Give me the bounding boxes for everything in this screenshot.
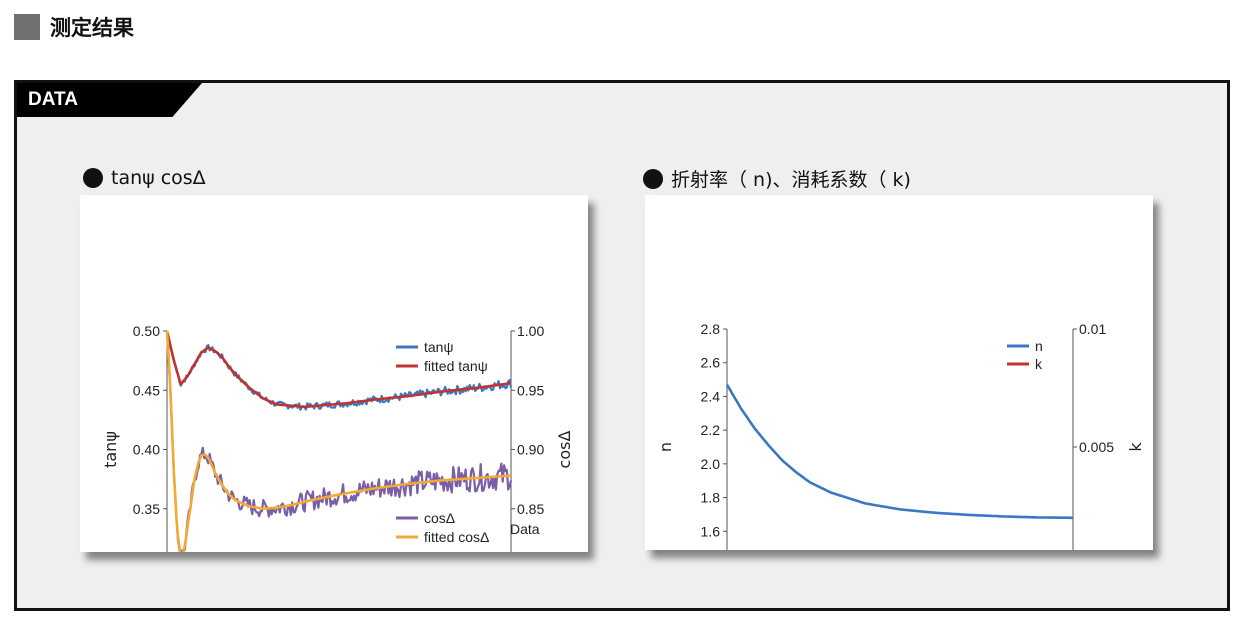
series-line-3	[165, 330, 512, 552]
title-marker-icon	[14, 14, 40, 40]
y-tick-label: 0.45	[133, 382, 160, 398]
y-tick-label: 1.6	[701, 523, 721, 539]
y-axis-label: tanψ	[101, 431, 120, 468]
page-title: 测定结果	[50, 16, 134, 40]
bullet-icon	[83, 168, 103, 188]
chart2-title: 折射率（ n)、消耗系数（ k)	[671, 169, 911, 191]
legend-label: cosΔ	[424, 510, 455, 526]
y-tick-label: 2.0	[701, 456, 721, 472]
y-tick-label: 2.2	[701, 422, 721, 438]
data-panel: DATA tanψ cosΔ 折射率（ n)、消耗系数（ k) 30040050…	[14, 80, 1230, 611]
legend-label: fitted tanψ	[424, 358, 488, 374]
series-line-1	[165, 330, 512, 409]
series-line-0	[725, 383, 1073, 520]
chart1-title: tanψ cosΔ	[111, 167, 206, 189]
y-tick-label: 0.40	[133, 442, 160, 458]
data-tab-label: DATA	[28, 89, 78, 110]
y-axis-label: n	[656, 442, 675, 452]
chart2-heading: 折射率（ n)、消耗系数（ k)	[643, 165, 911, 192]
y2-tick-label: 0.90	[517, 442, 544, 458]
y2-axis-label: k	[1126, 442, 1145, 452]
legend-label: fitted cosΔ	[424, 529, 489, 545]
legend-label: k	[1035, 356, 1043, 372]
page-header: 测定结果	[14, 12, 134, 42]
y-tick-label: 2.4	[701, 388, 721, 404]
y-tick-label: 0.35	[133, 501, 160, 517]
y-tick-label: 0.50	[133, 323, 160, 339]
bullet-icon	[643, 168, 663, 189]
data-annotation: Data	[510, 521, 540, 537]
y-tick-label: 1.8	[701, 490, 721, 506]
y2-axis-label: cosΔ	[555, 431, 574, 469]
y2-tick-label: 0.005	[1079, 439, 1114, 455]
chart1-heading: tanψ cosΔ	[83, 167, 206, 189]
chart2-plot: 3004005006007008002.82.62.42.22.01.81.61…	[656, 321, 1145, 550]
chart2-card: 3004005006007008002.82.62.42.22.01.81.61…	[645, 195, 1153, 550]
y2-tick-label: 1.00	[517, 323, 544, 339]
y2-tick-label: 0.95	[517, 382, 544, 398]
y2-tick-label: 0.85	[517, 501, 544, 517]
legend-label: tanψ	[424, 339, 453, 355]
legend-label: n	[1035, 338, 1043, 354]
data-tab: DATA	[17, 83, 202, 117]
y-tick-label: 2.8	[701, 321, 721, 337]
chart1-card: 3004005006007008000.500.450.400.350.301.…	[80, 195, 588, 552]
y2-tick-label: 0.01	[1079, 321, 1106, 337]
y-tick-label: 2.6	[701, 355, 721, 371]
chart1-plot: 3004005006007008000.500.450.400.350.301.…	[101, 323, 574, 552]
